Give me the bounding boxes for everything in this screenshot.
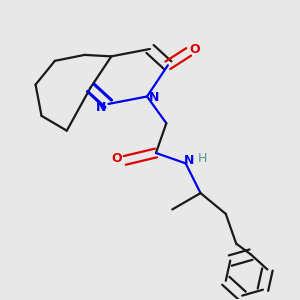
Text: N: N [96, 101, 106, 114]
Text: N: N [184, 154, 194, 167]
Text: O: O [190, 43, 200, 56]
Text: H: H [197, 152, 207, 164]
Text: O: O [111, 152, 122, 165]
Text: N: N [149, 92, 160, 104]
